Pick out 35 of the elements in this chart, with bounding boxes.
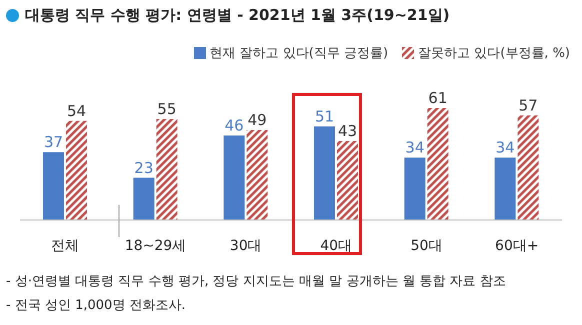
- x-tick-label: 40대: [320, 238, 352, 254]
- bar: [156, 119, 178, 220]
- data-label: 46: [224, 116, 244, 135]
- data-label: 51: [314, 107, 334, 126]
- x-tick-label: 전체: [51, 238, 80, 254]
- data-label: 43: [338, 122, 358, 140]
- bar: [133, 178, 154, 220]
- x-tick-label: 30대: [230, 238, 262, 254]
- bar: [518, 115, 539, 220]
- data-label: 55: [157, 100, 176, 118]
- data-label: 54: [66, 102, 86, 120]
- x-tick-label: 18~29세: [124, 238, 186, 254]
- data-label: 37: [44, 133, 64, 152]
- bar: [246, 130, 268, 220]
- data-label: 57: [518, 96, 538, 114]
- legend-label: 현재 잘하고 있다(직무 긍정률): [210, 45, 388, 62]
- data-label: 34: [496, 138, 515, 157]
- text: - 전국 성인 1,000명 전화조사.: [6, 297, 187, 315]
- bar: [404, 158, 426, 220]
- bar: [314, 126, 335, 220]
- data-label: 23: [134, 158, 154, 177]
- bar: [337, 141, 358, 220]
- legend-label: 잘못하고 있다(부정률, %): [418, 45, 570, 62]
- bar: [494, 158, 516, 220]
- bar: [66, 120, 87, 220]
- bar: [43, 152, 64, 220]
- chart-title: 대통령 직무 수행 평가: 연령별 - 2021년 1월 3주(19~21일): [25, 6, 450, 25]
- x-tick-label: 60대+: [495, 238, 539, 254]
- data-label: 49: [248, 111, 267, 130]
- text: - 성·연령별 대통령 직무 수행 평가, 정당 지지도는 매월 말 공개하는 월 통합 자료 참조: [6, 273, 506, 291]
- x-tick-label: 50대: [410, 238, 442, 254]
- data-label: 61: [428, 89, 448, 107]
- bar: [224, 136, 245, 220]
- bar: [427, 108, 448, 220]
- data-label: 34: [405, 138, 424, 157]
